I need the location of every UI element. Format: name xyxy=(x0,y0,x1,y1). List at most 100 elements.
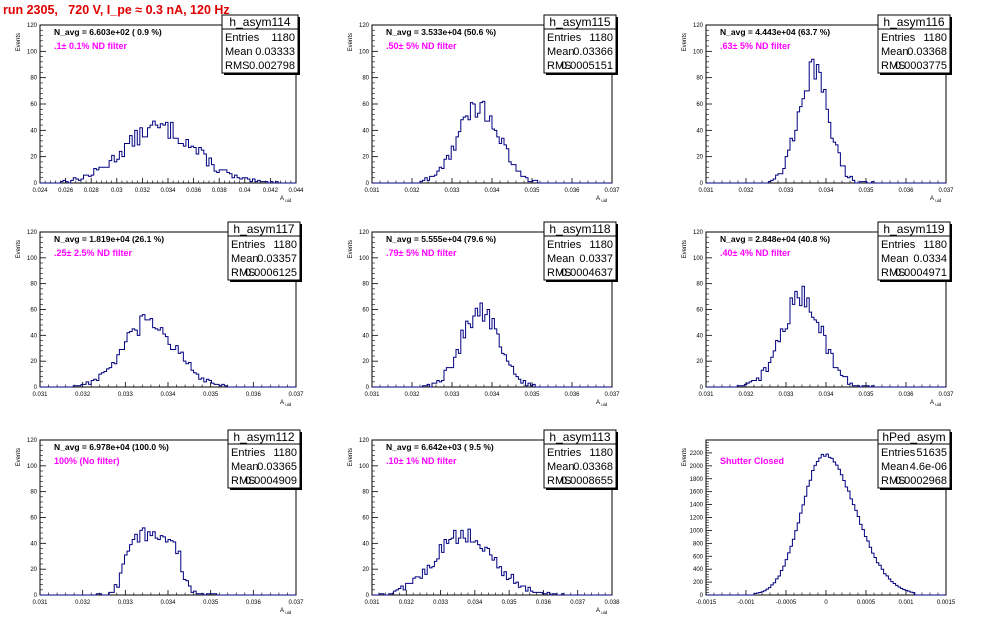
y-axis-label: Events xyxy=(682,240,688,258)
stats-entries-label: Entries xyxy=(547,239,582,251)
y-tick-label: 600 xyxy=(693,554,704,560)
x-tick-label: 0.033 xyxy=(433,600,449,606)
stats-title: h_asym118 xyxy=(549,222,610,236)
stats-entries-value: 1180 xyxy=(273,447,297,459)
y-tick-label: 80 xyxy=(362,282,369,288)
x-axis-label: A uid xyxy=(930,400,942,407)
stats-mean-value: 0.03365 xyxy=(257,461,297,473)
y-tick-label: 200 xyxy=(693,580,704,586)
stats-shadow xyxy=(300,432,302,490)
x-axis-label: A uid xyxy=(930,196,942,203)
stats-rms-value: 0.0005151 xyxy=(561,60,613,72)
y-axis-label: Events xyxy=(682,448,688,466)
x-tick-label: 0.031 xyxy=(698,188,714,194)
stats-rms-value: 0.0004637 xyxy=(561,267,613,279)
x-tick-label: 0.04 xyxy=(239,188,251,194)
navg-label: N_avg = 5.555e+04 (79.6 %) xyxy=(386,234,496,244)
y-tick-label: 40 xyxy=(362,333,369,339)
filter-note: .25± 2.5% ND filter xyxy=(54,248,132,258)
filter-note: .63± 5% ND filter xyxy=(720,41,791,51)
stats-shadow xyxy=(546,488,618,490)
navg-label: N_avg = 3.533e+04 (50.6 %) xyxy=(386,27,496,37)
stats-title: h_asym113 xyxy=(549,430,610,444)
x-tick-label: 0.035 xyxy=(858,392,874,398)
x-tick-label: 0.032 xyxy=(404,392,420,398)
x-tick-label: 0.031 xyxy=(364,188,380,194)
y-tick-label: 60 xyxy=(362,308,369,314)
x-tick-label: 0.035 xyxy=(502,600,518,606)
stats-box xyxy=(543,429,617,489)
y-tick-label: 120 xyxy=(693,23,704,29)
filter-note: .40± 4% ND filter xyxy=(720,248,791,258)
navg-label: N_avg = 6.603e+02 ( 0.9 %) xyxy=(54,27,162,37)
x-tick-label: 0.036 xyxy=(536,600,552,606)
y-tick-label: 400 xyxy=(693,567,704,573)
x-tick-label: 0.032 xyxy=(738,392,754,398)
histogram-series xyxy=(40,120,296,184)
y-tick-label: 80 xyxy=(30,282,37,288)
y-tick-label: 0 xyxy=(34,385,38,391)
x-tick-label: 0.031 xyxy=(32,600,48,606)
x-tick-label: 0.035 xyxy=(858,188,874,194)
y-tick-label: 0 xyxy=(700,593,704,599)
x-tick-label: 0.035 xyxy=(203,392,219,398)
stats-rms-value: 0.0002968 xyxy=(895,475,947,487)
stats-shadow xyxy=(880,73,952,75)
x-axis-label: A uid xyxy=(280,196,292,203)
stats-rms-label: RMS xyxy=(547,60,571,72)
x-tick-label: 0.036 xyxy=(246,600,262,606)
x-tick-label: 0.036 xyxy=(898,188,914,194)
y-tick-label: 120 xyxy=(359,230,370,236)
stats-entries-value: 1180 xyxy=(923,239,947,251)
x-tick-label: 0.033 xyxy=(118,600,134,606)
stats-entries-value: 1180 xyxy=(273,239,297,251)
y-tick-label: 60 xyxy=(696,102,703,108)
y-axis-label: Events xyxy=(16,240,22,258)
x-tick-label: 0.036 xyxy=(564,188,580,194)
stats-shadow xyxy=(546,280,618,282)
histogram-series xyxy=(372,100,612,184)
y-tick-label: 40 xyxy=(362,128,369,134)
stats-entries-value: 51635 xyxy=(916,447,947,459)
y-axis-label: Events xyxy=(348,240,354,258)
x-tick-label: 0.036 xyxy=(898,392,914,398)
y-tick-label: 20 xyxy=(362,359,369,365)
stats-mean-label: Mean xyxy=(547,253,575,265)
y-tick-label: 0 xyxy=(34,593,38,599)
x-tick-label: 0.031 xyxy=(32,392,48,398)
histogram-panel-h_asym115: 0.031 0.032 0.033 0.034 0.035 0.036 0.037 0 20 40… xyxy=(348,14,620,203)
y-tick-label: 40 xyxy=(30,333,37,339)
stats-shadow xyxy=(950,224,952,282)
y-tick-label: 0 xyxy=(366,181,370,187)
stats-title: hPed_asym xyxy=(882,430,945,444)
x-tick-label: 0.037 xyxy=(938,392,954,398)
y-tick-label: 120 xyxy=(359,23,370,29)
y-tick-label: 60 xyxy=(30,308,37,314)
y-tick-label: 100 xyxy=(27,464,38,470)
stats-title: h_asym116 xyxy=(883,15,944,29)
stats-entries-label: Entries xyxy=(881,447,916,459)
stats-rms-label: RMS xyxy=(881,475,905,487)
stats-box xyxy=(227,221,301,281)
stats-mean-value: 0.03368 xyxy=(573,461,613,473)
y-tick-label: 100 xyxy=(27,49,38,55)
y-tick-label: 20 xyxy=(362,155,369,161)
x-tick-label: 0.0015 xyxy=(937,600,956,606)
stats-entries-value: 1180 xyxy=(589,447,613,459)
stats-entries-value: 1180 xyxy=(589,239,613,251)
y-tick-label: 100 xyxy=(359,256,370,262)
stats-box xyxy=(877,14,951,74)
stats-mean-value: 0.03368 xyxy=(907,46,947,58)
stats-mean-value: 0.03333 xyxy=(255,46,295,58)
filter-note: .79± 5% ND filter xyxy=(386,248,457,258)
stats-entries-label: Entries xyxy=(225,32,260,44)
y-tick-label: 120 xyxy=(27,230,38,236)
y-tick-label: 100 xyxy=(27,256,38,262)
x-tick-label: 0.033 xyxy=(118,392,134,398)
histogram-panel-h_asym118: 0.031 0.032 0.033 0.034 0.035 0.036 0.037 0 20 40… xyxy=(348,221,620,407)
stats-shadow xyxy=(880,280,952,282)
histogram-panel-h_asym114: 0.024 0.026 0.028 0.03 0.032 0.034 0.036 0.038 0… xyxy=(16,14,304,203)
x-tick-label: -0.001 xyxy=(737,600,755,606)
stats-rms-label: RMS xyxy=(547,267,571,279)
